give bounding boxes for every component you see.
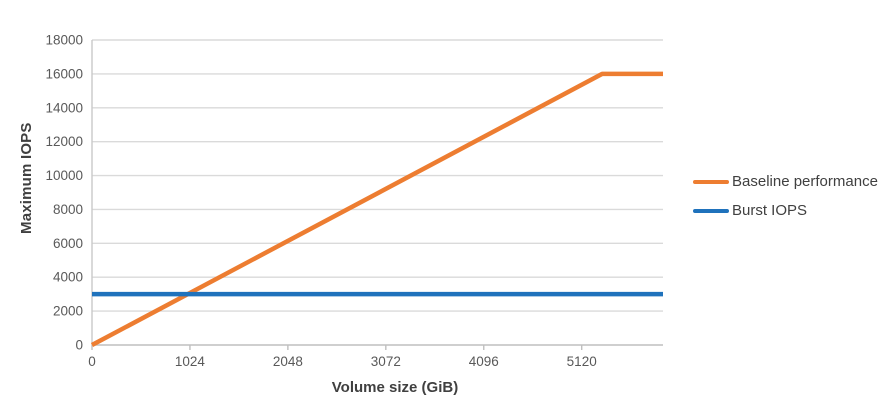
x-tick-label-3072: 3072 bbox=[371, 354, 401, 369]
y-tick-label-18000: 18000 bbox=[45, 33, 83, 48]
legend-item-baseline-performance: Baseline performance bbox=[693, 167, 878, 196]
series-line-baseline-performance bbox=[90, 71, 663, 347]
x-axis-title: Volume size (GiB) bbox=[331, 379, 459, 396]
y-tick-label-12000: 12000 bbox=[45, 134, 83, 149]
y-tick-label-14000: 14000 bbox=[45, 100, 83, 115]
legend-item-burst-iops: Burst IOPS bbox=[693, 196, 878, 225]
x-tick-label-1024: 1024 bbox=[175, 354, 206, 369]
x-tick-label-4096: 4096 bbox=[469, 354, 499, 369]
y-tick-label-8000: 8000 bbox=[53, 202, 83, 217]
legend-swatch-burst-iops bbox=[693, 208, 729, 213]
x-tick-label-2048: 2048 bbox=[273, 354, 303, 369]
y-tick-label-10000: 10000 bbox=[45, 168, 83, 183]
x-tick-label-0: 0 bbox=[88, 354, 96, 369]
legend: Baseline performance Burst IOPS bbox=[693, 167, 878, 225]
legend-label-baseline-performance: Baseline performance bbox=[732, 173, 878, 190]
x-tick-label-5120: 5120 bbox=[567, 354, 597, 369]
y-tick-label-16000: 16000 bbox=[45, 66, 83, 81]
y-tick-label-2000: 2000 bbox=[53, 304, 83, 319]
legend-swatch-baseline-performance bbox=[693, 179, 729, 184]
y-tick-label-0: 0 bbox=[75, 338, 83, 353]
legend-label-burst-iops: Burst IOPS bbox=[732, 202, 808, 219]
y-tick-label-4000: 4000 bbox=[53, 270, 83, 285]
y-tick-label-6000: 6000 bbox=[53, 236, 83, 251]
